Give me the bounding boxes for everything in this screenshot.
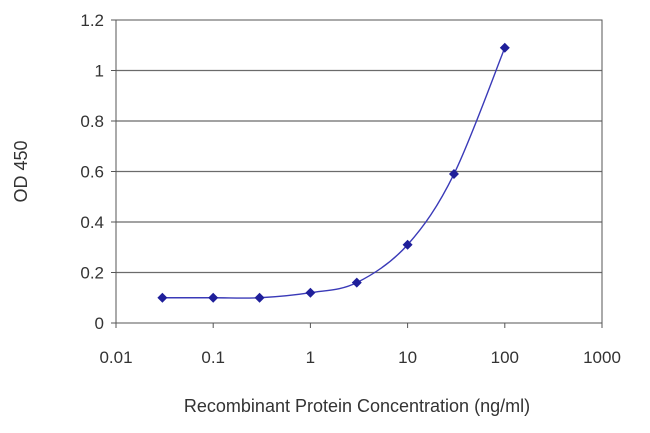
data-point-marker: [208, 292, 219, 303]
data-point-marker: [448, 169, 459, 180]
y-axis-title: OD 450: [11, 140, 31, 202]
y-tick-label: 0.6: [80, 163, 104, 182]
x-axis-title: Recombinant Protein Concentration (ng/ml…: [184, 396, 530, 416]
y-tick-label: 0.4: [80, 213, 104, 232]
x-tick-label: 10: [398, 348, 417, 367]
x-tick-label: 0.1: [201, 348, 225, 367]
y-tick-label: 0.8: [80, 112, 104, 131]
y-tick-label: 0: [95, 314, 104, 333]
x-tick-label: 1000: [583, 348, 621, 367]
data-point-marker: [254, 292, 265, 303]
x-axis-ticks: 0.01 0.1 1 10 100 1000: [99, 323, 621, 367]
series: [157, 42, 510, 303]
x-tick-label: 1: [306, 348, 315, 367]
x-tick-label: 0.01: [99, 348, 132, 367]
y-tick-label: 1: [95, 62, 104, 81]
data-point-marker: [351, 277, 362, 288]
data-point-marker: [402, 239, 413, 250]
y-tick-label: 1.2: [80, 11, 104, 30]
y-axis-ticks: 0 0.2 0.4 0.6 0.8 1 1.2: [80, 11, 116, 333]
data-point-marker: [499, 42, 510, 53]
data-point-marker: [305, 287, 316, 298]
x-tick-label: 100: [491, 348, 519, 367]
y-tick-label: 0.2: [80, 264, 104, 283]
gridlines: [116, 69, 602, 274]
data-point-marker: [157, 292, 168, 303]
